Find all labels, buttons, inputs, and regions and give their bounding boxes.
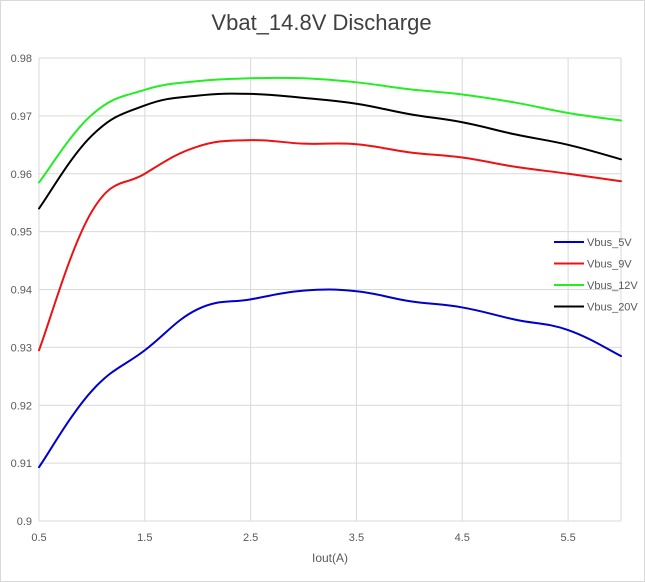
y-tick-label: 0.93	[11, 342, 32, 354]
legend: Vbus_5V Vbus_9V Vbus_12V Vbus_20V	[554, 237, 638, 314]
y-tick-label: 0.98	[11, 53, 32, 65]
y-tick-label: 0.92	[11, 400, 32, 412]
series-line-vbus-5v	[38, 288, 622, 469]
series-lines	[38, 76, 622, 469]
x-tick-label: 0.5	[31, 532, 46, 544]
x-tick-label: 4.5	[455, 532, 470, 544]
chart-title: Vbat_14.8V Discharge	[211, 10, 432, 35]
x-tick-label: 2.5	[243, 532, 258, 544]
series-line-vbus-9v	[38, 139, 622, 352]
y-tick-label: 0.91	[11, 458, 32, 470]
y-tick-label: 0.9	[17, 516, 32, 528]
x-tick-label: 1.5	[137, 532, 152, 544]
y-tick-label: 0.95	[11, 227, 32, 239]
legend-label: Vbus_20V	[587, 302, 638, 314]
x-tick-label: 3.5	[349, 532, 364, 544]
legend-label: Vbus_5V	[587, 237, 632, 249]
legend-label: Vbus_12V	[587, 280, 638, 292]
series-line-vbus-20v	[38, 92, 622, 210]
y-tick-label: 0.94	[11, 285, 32, 297]
grid-lines	[38, 57, 622, 522]
y-tick-label: 0.97	[11, 111, 32, 123]
y-tick-label: 0.96	[11, 169, 32, 181]
legend-label: Vbus_9V	[587, 259, 632, 271]
tick-labels: 0.9 0.91 0.92 0.93 0.94 0.95 0.96 0.97 0.98 0.5 1.…	[11, 53, 576, 544]
x-tick-label: 5.5	[560, 532, 575, 544]
x-axis-title: Iout(A)	[312, 551, 348, 565]
series-line-vbus-12v	[38, 76, 622, 184]
